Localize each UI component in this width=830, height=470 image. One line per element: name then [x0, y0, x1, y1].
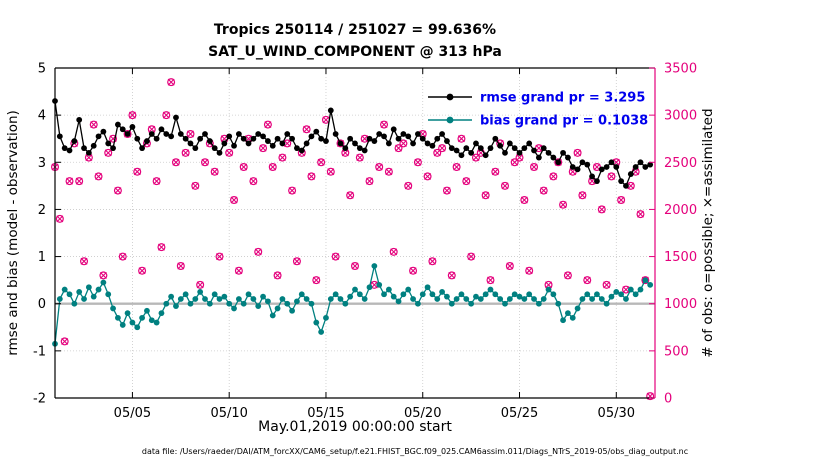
legend-bias-label: bias grand pr = 0.1038	[480, 114, 648, 129]
data-series	[50, 78, 655, 401]
axes-box	[54, 67, 656, 399]
rmse-series	[52, 98, 654, 189]
x-axis-tick-label: 05/30	[598, 406, 635, 421]
y-axis-right-tick-label: 3500	[664, 62, 697, 77]
x-axis-tick-label: 05/15	[307, 406, 344, 421]
y-axis-left-tick-label: 2	[38, 203, 46, 218]
y-axis-left-label: rmse and bias (model - observation)	[5, 110, 21, 356]
y-axis-left-tick-label: 1	[38, 250, 46, 265]
legend-rmse-label: rmse grand pr = 3.295	[480, 91, 645, 106]
y-axis-left-tick-label: 0	[38, 297, 46, 312]
y-axis-right-tick-label: 1500	[664, 250, 697, 265]
y-axis-left-tick-label: 3	[38, 156, 46, 171]
x-axis-tick-label: 05/25	[501, 406, 538, 421]
y-axis-right-tick-label: 3000	[664, 109, 697, 124]
legend: rmse grand pr = 3.295 bias grand pr = 0.…	[428, 91, 648, 129]
tick-labels: -2 -1 0 1 2 3 4 5 0 500 1000 1500 2000 2500 3000 3500 05…	[33, 62, 697, 422]
y-axis-right-tick-label: 0	[664, 392, 672, 407]
legend-item-rmse: rmse grand pr = 3.295	[428, 91, 645, 106]
legend-rmse-marker	[446, 93, 454, 101]
x-axis-tick-label: 05/10	[210, 406, 247, 421]
x-axis-label: May.01,2019 00:00:00 start	[258, 419, 452, 435]
bias-series	[52, 263, 654, 347]
x-axis-tick-label: 05/20	[404, 406, 441, 421]
y-axis-left-tick-label: 4	[38, 109, 46, 124]
y-axis-left-tick-label: -1	[33, 344, 46, 359]
y-axis-right-label: # of obs: o=possible; ×=assimilated	[700, 108, 716, 357]
y-axis-right-tick-label: 2000	[664, 203, 697, 218]
y-axis-left-tick-label: 5	[38, 62, 46, 77]
y-axis-left-tick-label: -2	[33, 392, 46, 407]
legend-item-bias: bias grand pr = 0.1038	[428, 114, 648, 129]
legend-bias-marker	[446, 116, 454, 124]
x-axis-tick-label: 05/05	[114, 406, 151, 421]
y-axis-right-tick-label: 2500	[664, 156, 697, 171]
footer-data-file-path: data file: /Users/raeder/DAI/ATM_forcXX/…	[142, 447, 688, 456]
y-axis-right-tick-label: 1000	[664, 297, 697, 312]
y-axis-right-tick-label: 500	[664, 344, 689, 359]
chart-title-line2: SAT_U_WIND_COMPONENT @ 313 hPa	[208, 44, 502, 60]
chart-title-line1: Tropics 250114 / 251027 = 99.636%	[214, 22, 496, 38]
